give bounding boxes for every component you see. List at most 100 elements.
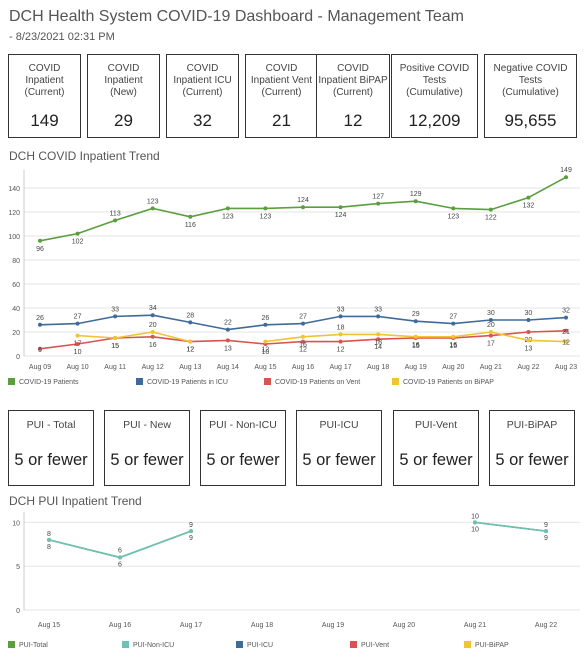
data-label: 21 [562,329,570,336]
data-label: 12 [299,347,307,354]
legend-swatch [8,378,15,385]
kpi-negative-tests[interactable]: Negative COVID Tests (Cumulative) 95,655 [484,54,577,138]
x-tick-label: Aug 18 [251,622,273,629]
x-tick-label: Aug 19 [322,622,344,629]
data-label: 9 [189,522,193,529]
data-label: 20 [487,322,495,329]
legend-swatch [392,378,399,385]
data-label: 16 [412,342,420,349]
x-tick-label: Aug 23 [555,364,577,371]
legend-item[interactable]: PUI-Total [8,641,48,649]
kpi-value: 12,209 [408,111,461,130]
data-label: 113 [110,210,121,217]
data-point [263,339,268,344]
kpi-vent-current[interactable]: COVID Inpatient Vent (Current) 21 [245,54,318,138]
data-label: 30 [525,310,533,317]
y-tick-label: 80 [12,258,20,265]
pui-value: 5 or fewer [399,451,473,469]
data-point [488,318,493,322]
data-label: 29 [412,311,420,318]
pui-tile-vent[interactable]: PUI-Vent 5 or fewer [393,410,479,486]
data-label: 9 [544,535,548,542]
data-point [488,207,493,212]
kpi-positive-tests[interactable]: Positive COVID Tests (Cumulative) 12,209 [391,54,478,138]
legend-label: PUI-BiPAP [475,642,509,649]
data-label: 129 [410,191,422,198]
data-label: 13 [525,345,533,352]
data-label: 149 [560,167,572,174]
data-label: 124 [335,212,347,219]
inpatient-trend-chart: 0 20 40 60 80 100 120 140 Aug 09 Aug 10 Aug 11 Aug … [8,167,580,371]
y-tick-label: 100 [8,234,20,241]
data-point [301,321,305,326]
pui-tile-icu[interactable]: PUI-ICU 5 or fewer [296,410,382,486]
data-point [338,332,343,337]
data-label: 10 [471,526,479,533]
data-label: 6 [38,347,42,354]
data-point [38,346,42,351]
x-tick-label: Aug 11 [104,364,126,371]
legend-item[interactable]: PUI-Vent [350,641,389,649]
data-point [188,214,193,219]
pui-value: 5 or fewer [110,451,184,469]
data-point [488,333,493,338]
legend-swatch [236,641,243,648]
kpi-label: Negative COVID Tests (Cumulative) [493,63,568,98]
data-point [526,338,531,343]
kpi-value: 21 [272,111,291,130]
legend-label: PUI-ICU [247,642,274,649]
legend-item[interactable]: COVID-19 Patients on BiPAP [392,378,494,386]
data-label: 17 [74,341,82,348]
kpi-bipap-current[interactable]: COVID Inpatient BiPAP (Current) 12 [316,54,390,138]
x-tick-label: Aug 15 [254,364,276,371]
data-label: 8 [47,531,51,538]
data-point [473,520,477,525]
data-point [75,321,80,326]
inpatient-trend-title: DCH COVID Inpatient Trend [9,149,160,163]
data-label: 12 [562,340,570,347]
data-label: 123 [147,198,159,205]
page-title: DCH Health System COVID-19 Dashboard - M… [9,8,464,25]
x-tick-label: Aug 16 [109,622,131,629]
data-point [150,313,155,318]
legend-item[interactable]: PUI-Non-ICU [122,641,174,649]
pui-tile-new[interactable]: PUI - New 5 or fewer [104,410,190,486]
data-point [413,334,418,339]
kpi-label: COVID Inpatient BiPAP (Current) [318,63,388,98]
kpi-label: COVID Inpatient (Current) [24,63,65,98]
data-label: 6 [118,561,122,568]
y-tick-label: 140 [8,186,20,193]
x-tick-label: Aug 20 [442,364,464,371]
data-label: 15 [449,343,457,350]
data-label: 16 [449,342,457,349]
legend-item[interactable]: COVID-19 Patients in ICU [136,378,228,386]
kpi-label: COVID Inpatient (New) [104,63,143,98]
y-tick-label: 10 [12,520,20,527]
data-label: 26 [36,315,44,322]
data-label: 18 [374,339,382,346]
pui-tile-bipap[interactable]: PUI-BiPAP 5 or fewer [489,410,575,486]
data-label: 33 [111,306,119,313]
data-label: 16 [149,342,157,349]
x-tick-label: Aug 16 [292,364,314,371]
pui-label: PUI - Non-ICU [209,419,277,431]
legend-item[interactable]: COVID-19 Patients on Vent [264,378,360,386]
kpi-inpatient-current[interactable]: COVID Inpatient (Current) 149 [8,54,81,138]
pui-tile-total[interactable]: PUI - Total 5 or fewer [8,410,94,486]
data-point [451,334,456,339]
data-point [113,314,118,319]
data-point [301,339,305,344]
kpi-inpatient-new[interactable]: COVID Inpatient (New) 29 [87,54,160,138]
legend-item[interactable]: PUI-ICU [236,641,273,649]
legend-label: COVID-19 Patients [19,379,79,386]
data-point [564,315,568,320]
pui-tile-non-icu[interactable]: PUI - Non-ICU 5 or fewer [200,410,286,486]
legend-item[interactable]: PUI-BiPAP [464,641,509,649]
x-tick-label: Aug 09 [29,364,51,371]
kpi-icu-current[interactable]: COVID Inpatient ICU (Current) 32 [166,54,239,138]
legend-label: PUI-Non-ICU [133,642,175,649]
x-tick-label: Aug 20 [393,622,415,629]
legend-item[interactable]: COVID-19 Patients [8,378,79,386]
kpi-value: 149 [30,111,59,130]
x-tick-label: Aug 21 [480,364,502,371]
